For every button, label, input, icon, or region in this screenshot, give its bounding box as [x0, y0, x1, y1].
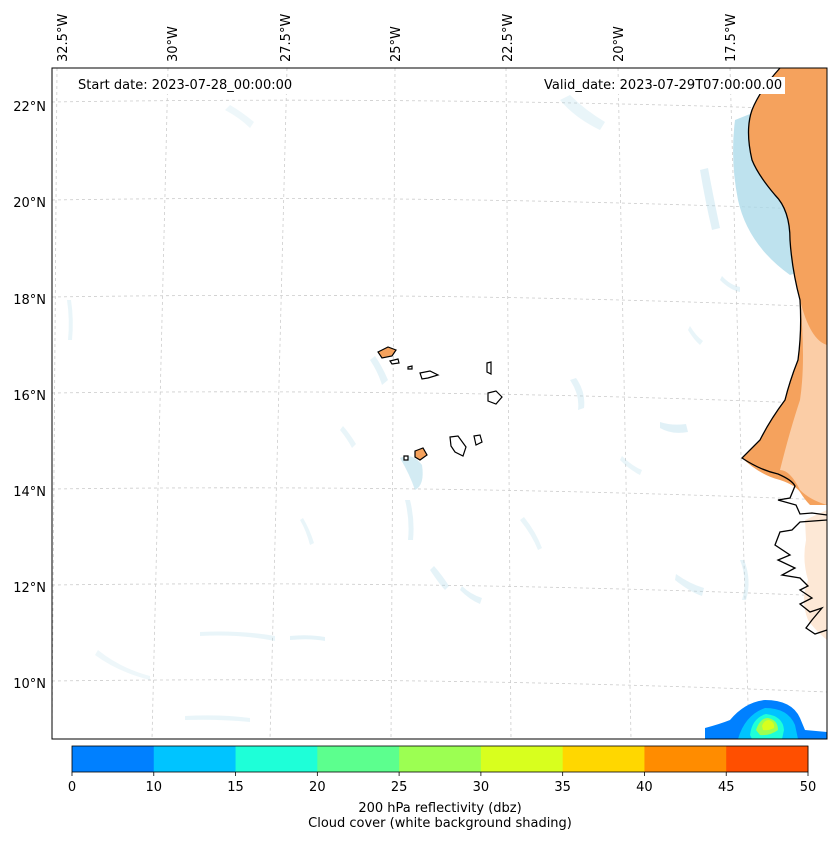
lat-label: 18°N — [13, 293, 46, 308]
map-background — [52, 68, 827, 739]
colorbar-tick-label: 50 — [800, 780, 817, 795]
colorbar-tick-label: 20 — [309, 780, 326, 795]
africa-coastline — [740, 67, 828, 516]
colorbar-cells — [72, 746, 809, 772]
cape-verde-islands — [377, 346, 503, 461]
lat-label: 12°N — [13, 581, 46, 596]
meridian-gridlines — [51, 67, 750, 740]
lat-label: 16°N — [13, 389, 46, 404]
colorbar-cell — [726, 746, 809, 772]
lon-label: 32.5°W — [56, 14, 71, 62]
parallel-gridlines — [51, 99, 828, 693]
lat-label: 10°N — [13, 677, 46, 692]
colorbar-cell — [480, 746, 564, 772]
colorbar-tick-label: 45 — [718, 780, 735, 795]
colorbar-cell — [153, 746, 237, 772]
valid-date-label: Valid_date: 2023-07-29T07:00:00.00 — [541, 77, 786, 94]
colorbar-tick-label: 40 — [636, 780, 653, 795]
map-frame — [51, 67, 828, 740]
colorbar-ticks: 0 10 15 20 25 30 35 40 45 50 — [68, 772, 816, 795]
africa-land-south — [804, 510, 827, 640]
africa-land-fade — [780, 300, 827, 505]
lon-label: 27.5°W — [279, 14, 294, 62]
colorbar-cell — [644, 746, 727, 772]
start-date-label: Start date: 2023-07-28_00:00:00 — [75, 77, 296, 94]
lat-label: 22°N — [13, 100, 46, 115]
lat-label: 20°N — [13, 196, 46, 211]
lon-label: 17.5°W — [724, 14, 739, 62]
colorbar-tick-label: 35 — [554, 780, 571, 795]
colorbar-cell — [317, 746, 400, 772]
colorbar-cell — [72, 746, 155, 772]
colorbar-tick-label: 10 — [146, 780, 163, 795]
colorbar-label: 200 hPa reflectivity (dbz) — [358, 801, 522, 816]
colorbar-cell — [399, 746, 482, 772]
lon-label: 22.5°W — [501, 14, 516, 62]
lon-label: 25°W — [389, 26, 404, 62]
cloud-cover-shading — [67, 95, 806, 722]
colorbar-tick-label: 25 — [391, 780, 408, 795]
longitude-labels: 32.5°W 30°W 27.5°W 25°W 22.5°W 20°W 17.5… — [56, 14, 739, 62]
colorbar-sublabel: Cloud cover (white background shading) — [308, 816, 572, 831]
lat-label: 14°N — [13, 485, 46, 500]
lon-label: 20°W — [612, 26, 627, 62]
colorbar-tick-label: 30 — [473, 780, 490, 795]
lon-label: 30°W — [166, 26, 181, 62]
colorbar-cell — [235, 746, 318, 772]
colorbar-tick-label: 0 — [68, 780, 76, 795]
colorbar-outline — [71, 745, 809, 773]
latitude-labels: 22°N 20°N 18°N 16°N 14°N 12°N 10°N — [13, 100, 46, 692]
reflectivity-cell — [705, 700, 827, 739]
guinea-coastline — [774, 519, 828, 635]
colorbar-cell — [562, 746, 645, 772]
colorbar-tick-label: 15 — [227, 780, 244, 795]
